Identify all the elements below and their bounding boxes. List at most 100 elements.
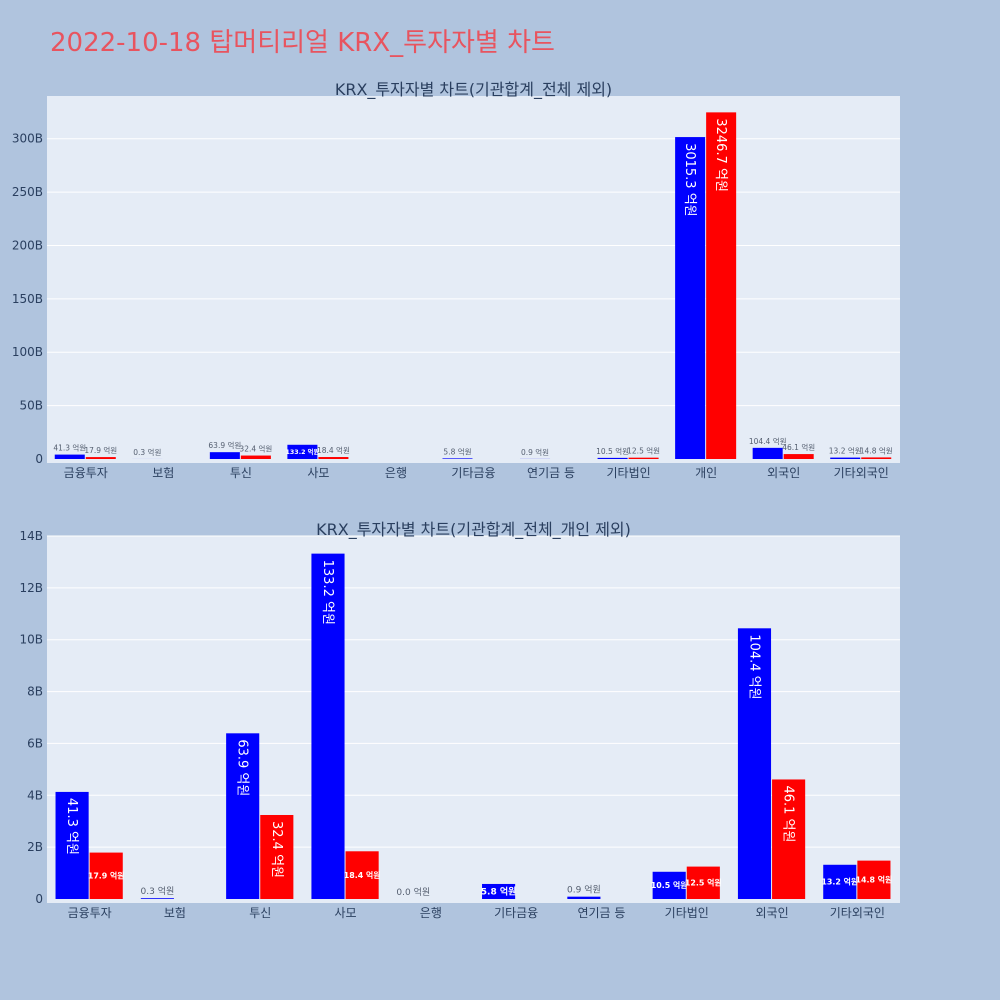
data-label: 18.4 억원 (344, 870, 381, 880)
x-tick-label: 보험 (152, 466, 174, 480)
x-tick-label: 기타법인 (607, 466, 651, 480)
data-label: 3015.3 억원 (682, 143, 697, 217)
data-label: 14.8 억원 (856, 874, 893, 884)
bar-series2 (686, 866, 720, 899)
x-tick-label: 사모 (307, 466, 329, 480)
data-label: 63.9 억원 (208, 441, 241, 450)
x-tick-label: 투신 (249, 906, 271, 920)
bar-series2 (857, 860, 891, 899)
x-tick-label: 기타금융 (494, 906, 538, 920)
x-tick-label: 기타금융 (451, 466, 495, 480)
data-label: 0.9 억원 (521, 448, 549, 457)
data-label: 32.4 억원 (269, 821, 284, 878)
chart-title: KRX_투자자별 차트(기관합계_전체_개인 제외) (316, 520, 631, 540)
bar-series2 (260, 814, 294, 899)
bar-series1 (311, 553, 345, 899)
data-label: 3246.7 억원 (713, 118, 728, 192)
y-tick-label: 10B (19, 633, 43, 647)
x-tick-label: 기타법인 (665, 906, 709, 920)
data-label: 10.5 억원 (596, 447, 629, 456)
bar-series1 (140, 898, 174, 899)
x-tick-label: 외국인 (755, 906, 788, 920)
data-label: 46.1 억원 (781, 785, 796, 842)
plot-area (47, 96, 900, 463)
chart-title: KRX_투자자별 차트(기관합계_전체 제외) (335, 80, 612, 100)
data-label: 41.3 억원 (64, 798, 79, 855)
data-label: 41.3 억원 (53, 444, 86, 453)
y-tick-label: 150B (12, 292, 43, 306)
bar-series2 (772, 779, 806, 899)
data-label: 133.2 억원 (320, 560, 335, 625)
data-label: 133.2 억원 (286, 447, 320, 456)
y-tick-label: 2B (27, 840, 43, 854)
bar-series1 (652, 871, 686, 899)
bar-series2 (783, 454, 814, 459)
bar-series2 (85, 457, 116, 459)
data-label: 104.4 억원 (749, 437, 787, 446)
x-tick-label: 외국인 (767, 466, 800, 480)
x-tick-label: 은행 (420, 905, 442, 920)
data-label: 32.4 억원 (239, 445, 272, 454)
page-title: 2022-10-18 탑머티리얼 KRX_투자자별 차트 (50, 28, 555, 58)
bar-series1 (442, 458, 473, 459)
data-label: 12.5 억원 (627, 447, 660, 456)
x-tick-label: 개인 (695, 466, 717, 480)
x-tick-label: 투신 (230, 466, 252, 480)
chart-1: 0 50B 100B 150B 200B 250B 300B KRX_투자자별 차트(기관합계… (12, 80, 900, 480)
bar-series1 (209, 452, 240, 459)
bar-series1 (54, 454, 85, 459)
bar-series1 (830, 457, 861, 459)
data-label: 14.8 억원 (860, 446, 893, 455)
data-label: 10.5 억원 (651, 880, 688, 890)
data-label: 13.2 억원 (829, 447, 862, 456)
bar-series1 (226, 733, 260, 899)
bar-series1 (55, 791, 89, 899)
x-tick-label: 연기금 등 (577, 906, 625, 920)
bar-series1 (823, 864, 857, 899)
data-label: 0.3 억원 (141, 885, 175, 897)
x-tick-label: 기타외국인 (830, 906, 885, 920)
bar-series1 (752, 447, 783, 459)
x-tick-label: 기타외국인 (834, 466, 889, 480)
data-label: 17.9 억원 (88, 870, 125, 880)
data-label: 5.8 억원 (443, 447, 471, 456)
data-label: 63.9 억원 (235, 739, 250, 796)
y-tick-label: 0 (35, 452, 43, 466)
bar-series1 (675, 137, 706, 459)
y-tick-label: 50B (19, 399, 43, 413)
data-label: 0.3 억원 (133, 448, 161, 457)
bar-series1 (597, 457, 628, 459)
y-tick-label: 12B (19, 581, 43, 595)
x-tick-label: 은행 (385, 465, 407, 480)
y-tick-label: 4B (27, 788, 43, 802)
chart-2: 0 2B 4B 6B 8B 10B 12B 14B KRX_투자자별 차트(기관합계_전체_개인… (19, 520, 900, 920)
bar-series2 (706, 112, 737, 459)
data-label: 13.2 억원 (821, 877, 858, 887)
bar-series2 (240, 455, 271, 459)
y-tick-label: 8B (27, 685, 43, 699)
y-tick-label: 300B (12, 132, 43, 146)
data-label: 0.9 억원 (567, 884, 601, 896)
data-label: 104.4 억원 (746, 634, 761, 699)
data-label: 17.9 억원 (84, 446, 117, 455)
data-label: 12.5 억원 (685, 877, 722, 887)
x-tick-label: 금융투자 (68, 906, 112, 920)
bar-series2 (345, 851, 379, 899)
bar-series2 (318, 457, 349, 459)
x-tick-label: 금융투자 (64, 466, 108, 480)
x-tick-label: 사모 (335, 906, 357, 920)
y-tick-label: 100B (12, 345, 43, 359)
bar-series1 (737, 628, 772, 899)
data-label: 46.1 억원 (782, 443, 815, 452)
y-tick-label: 200B (12, 238, 43, 252)
y-tick-label: 250B (12, 185, 43, 199)
bar-series1 (482, 883, 516, 899)
y-tick-label: 0 (35, 892, 43, 906)
data-label: 18.4 억원 (317, 446, 350, 455)
data-label: 0.0 억원 (396, 886, 430, 898)
bar-series1 (287, 444, 318, 459)
bar-series1 (567, 896, 601, 899)
bar-series2 (861, 457, 892, 459)
